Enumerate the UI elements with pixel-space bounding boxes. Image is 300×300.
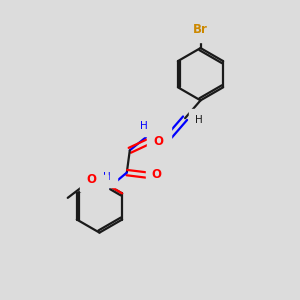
Text: H: H <box>103 172 111 182</box>
Text: O: O <box>152 169 161 182</box>
Text: N: N <box>155 128 166 141</box>
Text: H: H <box>195 115 202 125</box>
Text: O: O <box>86 173 96 186</box>
Text: O: O <box>153 135 163 148</box>
Text: H: H <box>140 121 148 131</box>
Text: N: N <box>92 181 102 194</box>
Text: Br: Br <box>193 23 208 36</box>
